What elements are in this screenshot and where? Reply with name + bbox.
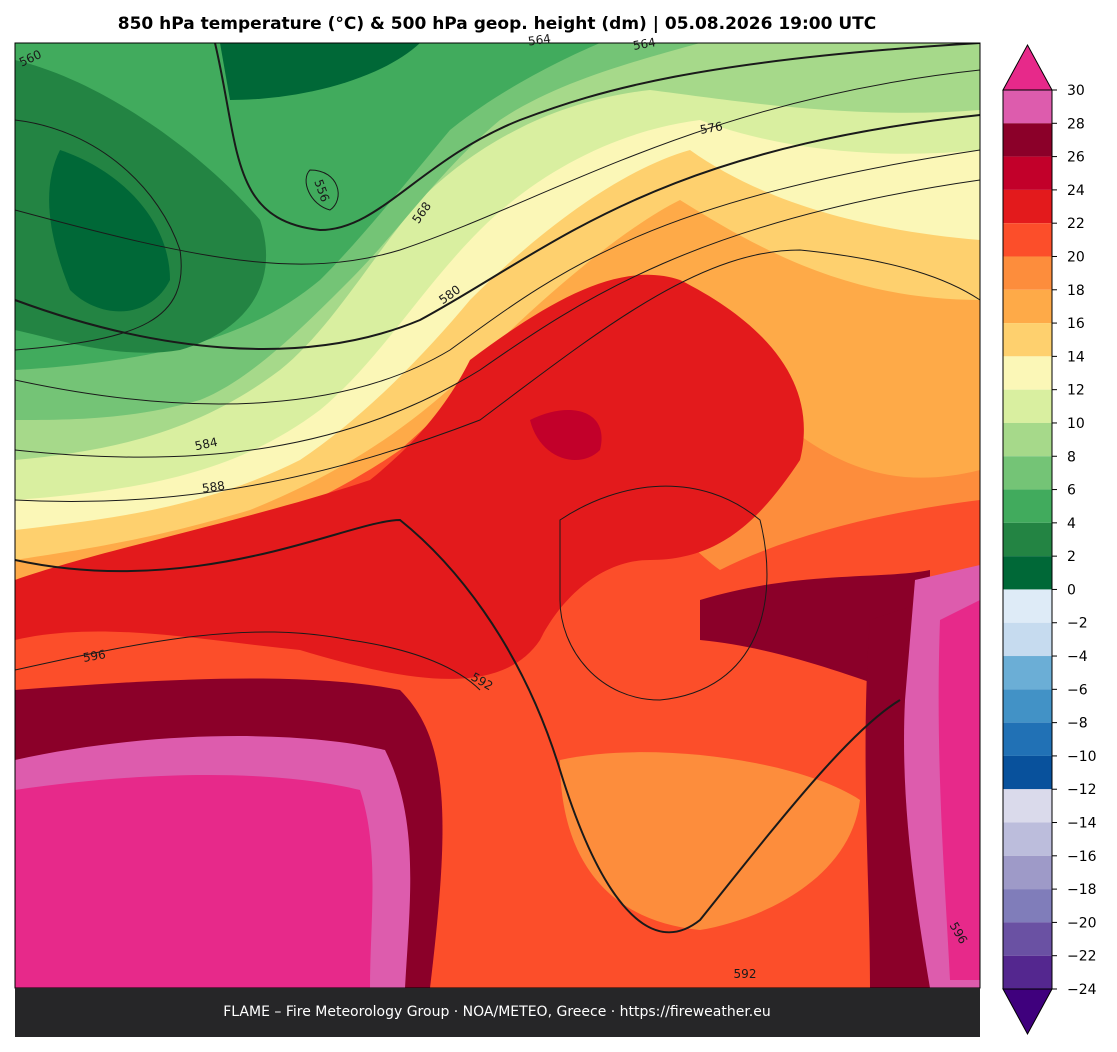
color-band bbox=[1003, 789, 1052, 823]
contour-label: 564 bbox=[632, 35, 657, 53]
tick-label: 14 bbox=[1067, 349, 1085, 365]
color-band bbox=[1003, 955, 1052, 989]
map bbox=[15, 43, 980, 988]
color-band bbox=[1003, 556, 1052, 590]
color-band bbox=[1003, 589, 1052, 623]
tick-label: −22 bbox=[1067, 949, 1097, 965]
color-band bbox=[1003, 156, 1052, 190]
tick-label: 6 bbox=[1067, 483, 1076, 499]
color-band bbox=[1003, 622, 1052, 657]
tick-label: 16 bbox=[1067, 316, 1085, 332]
color-band bbox=[1003, 356, 1052, 390]
contour-label: 584 bbox=[194, 435, 219, 453]
extend-under bbox=[1002, 988, 1053, 1036]
temperature-field bbox=[15, 274, 804, 679]
tick-label: −14 bbox=[1067, 816, 1097, 832]
footer-text: FLAME – Fire Meteorology Group · NOA/MET… bbox=[223, 1004, 771, 1020]
tick-label: −18 bbox=[1067, 882, 1097, 898]
tick-label: 22 bbox=[1067, 216, 1085, 232]
contour-line bbox=[15, 149, 980, 405]
contour-line bbox=[15, 69, 980, 265]
contour-label: 588 bbox=[201, 479, 226, 496]
contour-line bbox=[559, 485, 768, 701]
tick-label: 24 bbox=[1067, 183, 1085, 199]
contour-line bbox=[15, 114, 980, 350]
contour-line bbox=[305, 169, 339, 211]
contours bbox=[15, 43, 980, 934]
color-band bbox=[1003, 123, 1052, 157]
colorbar-frame bbox=[1002, 89, 1053, 990]
tick-label: 18 bbox=[1067, 283, 1085, 299]
tick-label: 28 bbox=[1067, 116, 1085, 132]
color-band bbox=[1003, 323, 1052, 357]
color-band bbox=[1003, 522, 1052, 557]
tick-label: 2 bbox=[1067, 549, 1076, 565]
tick-label: −20 bbox=[1067, 915, 1097, 931]
tick-label: −16 bbox=[1067, 849, 1097, 865]
tick-label: 26 bbox=[1067, 150, 1085, 166]
tick-label: 12 bbox=[1067, 383, 1085, 399]
tick-label: 30 bbox=[1067, 83, 1085, 99]
temperature-field bbox=[560, 752, 860, 930]
contour-line bbox=[15, 179, 980, 458]
tick-label: −24 bbox=[1067, 982, 1097, 998]
color-band bbox=[1003, 855, 1052, 890]
color-band bbox=[1003, 289, 1052, 324]
contour-line bbox=[15, 631, 481, 691]
color-band bbox=[1003, 223, 1052, 257]
tick-label: −6 bbox=[1067, 682, 1088, 698]
color-band bbox=[1003, 889, 1052, 923]
color-band bbox=[1003, 489, 1052, 523]
contour-label: 564 bbox=[527, 32, 552, 49]
contour-label: 592 bbox=[734, 967, 757, 981]
tick-label: 8 bbox=[1067, 449, 1076, 465]
color-band bbox=[1003, 389, 1052, 423]
title: 850 hPa temperature (°C) & 500 hPa geop.… bbox=[118, 14, 877, 34]
color-band bbox=[1003, 422, 1052, 457]
tick-label: −2 bbox=[1067, 616, 1088, 632]
tick-label: −10 bbox=[1067, 749, 1097, 765]
colorbar: 302826242220181614121086420−2−4−6−8−10−1… bbox=[1002, 43, 1097, 1036]
contour-label: 596 bbox=[82, 647, 107, 665]
color-band bbox=[1003, 656, 1052, 690]
temperature-field bbox=[49, 150, 170, 312]
contour-line bbox=[214, 43, 980, 232]
temperature-field bbox=[530, 410, 602, 460]
footer-bar bbox=[15, 988, 980, 1037]
tick-label: 20 bbox=[1067, 249, 1085, 265]
color-band bbox=[1003, 456, 1052, 490]
color-band bbox=[1003, 755, 1052, 790]
contour-line bbox=[15, 518, 901, 934]
color-band bbox=[1003, 689, 1052, 723]
temperature-field bbox=[15, 775, 373, 988]
contour-line bbox=[15, 249, 980, 503]
temperature-field bbox=[938, 600, 980, 980]
tick-label: 0 bbox=[1067, 582, 1076, 598]
color-band bbox=[1003, 822, 1052, 856]
contour-line bbox=[15, 119, 182, 351]
color-band bbox=[1003, 189, 1052, 224]
tick-label: −12 bbox=[1067, 782, 1097, 798]
contour-label: 576 bbox=[699, 119, 724, 137]
color-band bbox=[1003, 922, 1052, 956]
tick-label: −8 bbox=[1067, 716, 1088, 732]
tick-label: 4 bbox=[1067, 516, 1076, 532]
color-band bbox=[1003, 722, 1052, 756]
extend-over bbox=[1002, 43, 1053, 91]
color-band bbox=[1003, 90, 1052, 124]
tick-label: −4 bbox=[1067, 649, 1088, 665]
tick-label: 10 bbox=[1067, 416, 1085, 432]
temperature-field bbox=[220, 43, 420, 100]
color-band bbox=[1003, 256, 1052, 290]
